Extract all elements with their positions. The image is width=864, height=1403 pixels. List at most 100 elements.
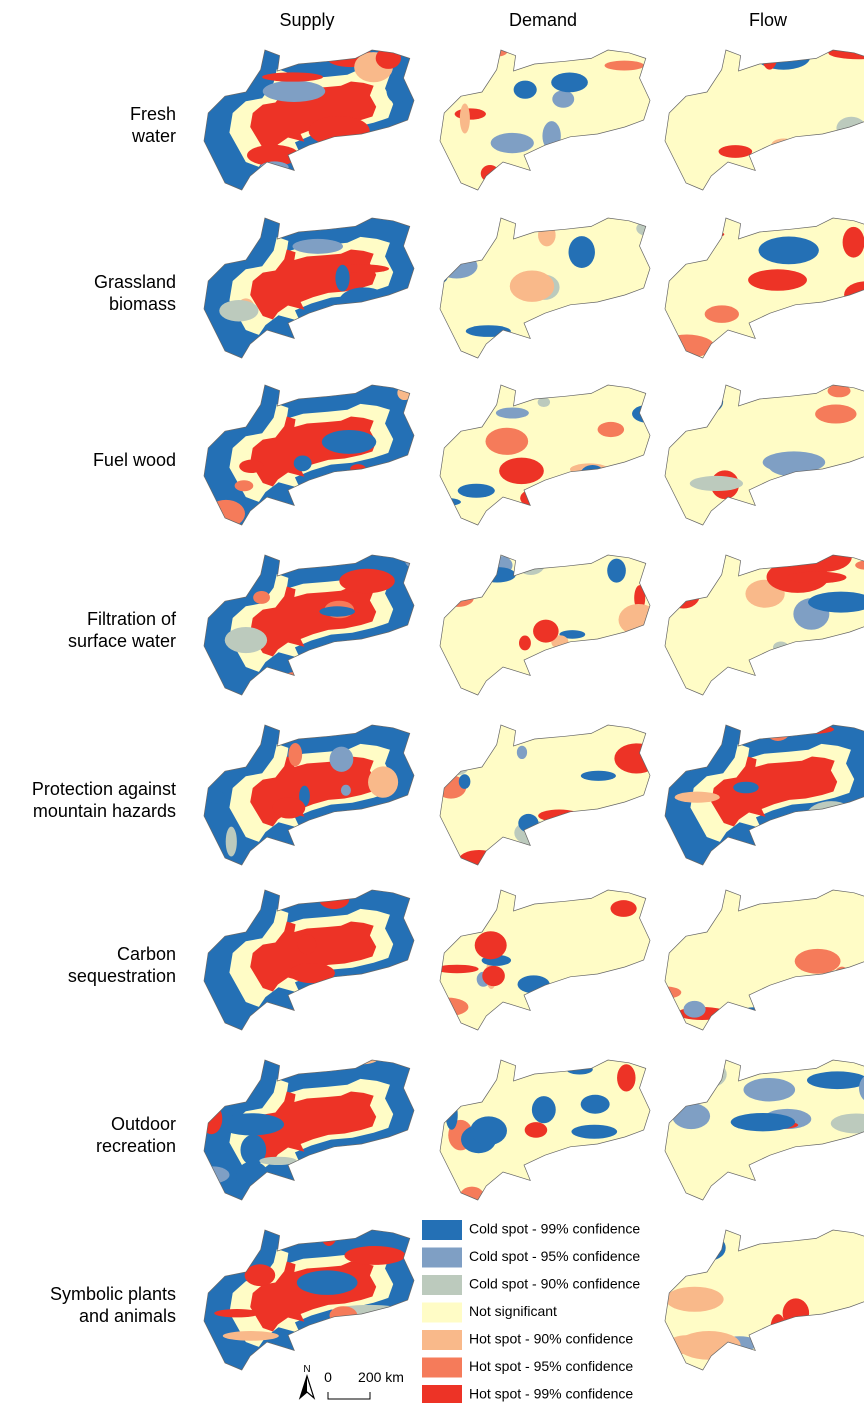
spot	[215, 893, 228, 915]
spot	[614, 743, 650, 774]
spot	[218, 1113, 285, 1136]
spot	[830, 1113, 864, 1134]
spot	[247, 144, 300, 166]
spot	[748, 269, 807, 291]
spot	[262, 80, 326, 102]
spot	[571, 1124, 618, 1139]
map-outline	[664, 554, 864, 696]
spot	[827, 385, 851, 398]
spot	[262, 72, 323, 82]
row-label: Protection against	[32, 779, 176, 799]
spot	[620, 990, 650, 1020]
map-outline	[439, 384, 651, 526]
spot	[632, 404, 650, 423]
spot	[339, 568, 395, 594]
spot	[495, 407, 529, 419]
spot	[329, 1306, 358, 1325]
spot	[551, 305, 594, 335]
spot	[617, 1064, 636, 1092]
spot	[299, 785, 310, 807]
legend-label: Cold spot - 95% confidence	[469, 1248, 640, 1264]
spot	[830, 981, 859, 1006]
spot	[573, 977, 614, 987]
spot	[445, 1100, 458, 1130]
row-label: Symbolic plants	[50, 1284, 176, 1304]
spot	[474, 931, 507, 960]
spot	[253, 591, 270, 604]
spot	[531, 1177, 577, 1200]
column-header: Demand	[509, 10, 577, 30]
map-outline	[203, 1059, 415, 1201]
row-label: Grassland	[94, 272, 176, 292]
spot	[234, 480, 254, 492]
spot	[610, 900, 637, 917]
spot	[222, 1331, 279, 1341]
map-body	[440, 725, 650, 865]
spot	[631, 321, 650, 336]
zone	[440, 890, 650, 1030]
spot	[718, 145, 753, 158]
spot	[288, 742, 303, 767]
spot	[800, 333, 817, 349]
spot	[206, 499, 246, 525]
map	[664, 1229, 864, 1371]
spot	[375, 1317, 387, 1329]
spot	[506, 1005, 517, 1015]
spot	[368, 766, 399, 798]
row-label: mountain hazards	[33, 801, 176, 821]
spot	[329, 746, 354, 772]
spot	[454, 909, 474, 919]
spot	[373, 512, 400, 525]
map-outline	[439, 217, 651, 359]
spot	[292, 238, 343, 254]
map	[203, 889, 415, 1031]
spot	[297, 934, 317, 955]
spot	[516, 745, 528, 760]
map	[203, 217, 415, 359]
spot	[321, 430, 377, 454]
map	[439, 724, 651, 866]
spot	[283, 670, 332, 682]
spot	[674, 791, 720, 803]
map-body	[204, 50, 414, 190]
zone	[665, 890, 864, 1030]
map-outline	[203, 889, 415, 1031]
spot	[239, 459, 264, 474]
spot	[689, 475, 744, 492]
row-label: Fresh	[130, 104, 176, 124]
spot	[833, 966, 851, 987]
spot	[397, 385, 412, 401]
spot	[207, 790, 225, 804]
spot	[482, 965, 505, 987]
spot	[289, 963, 335, 984]
spot	[490, 132, 534, 154]
map-outline	[203, 384, 415, 526]
map-body	[665, 385, 864, 525]
row-label: biomass	[109, 294, 176, 314]
spot	[272, 797, 306, 819]
spot	[324, 483, 348, 514]
spot	[730, 1112, 796, 1132]
map-outline	[664, 724, 864, 866]
spot	[590, 310, 617, 340]
spot	[358, 991, 414, 1018]
map	[203, 1059, 415, 1201]
spot	[214, 1309, 260, 1318]
spot	[552, 90, 575, 108]
spot	[224, 224, 241, 235]
spot	[537, 397, 551, 408]
spot	[797, 1017, 810, 1029]
scale-bar: N 0 200 km	[298, 1364, 404, 1400]
spot	[607, 496, 643, 517]
map	[664, 49, 864, 191]
spot	[569, 317, 594, 336]
spot	[520, 488, 557, 509]
zone	[250, 1091, 377, 1162]
spot	[551, 72, 588, 93]
row-label: sequestration	[68, 966, 176, 986]
map-outline	[203, 724, 415, 866]
map-body	[440, 218, 650, 358]
spot	[855, 560, 864, 570]
legend-swatch	[422, 1247, 462, 1268]
map-body	[665, 1060, 864, 1200]
